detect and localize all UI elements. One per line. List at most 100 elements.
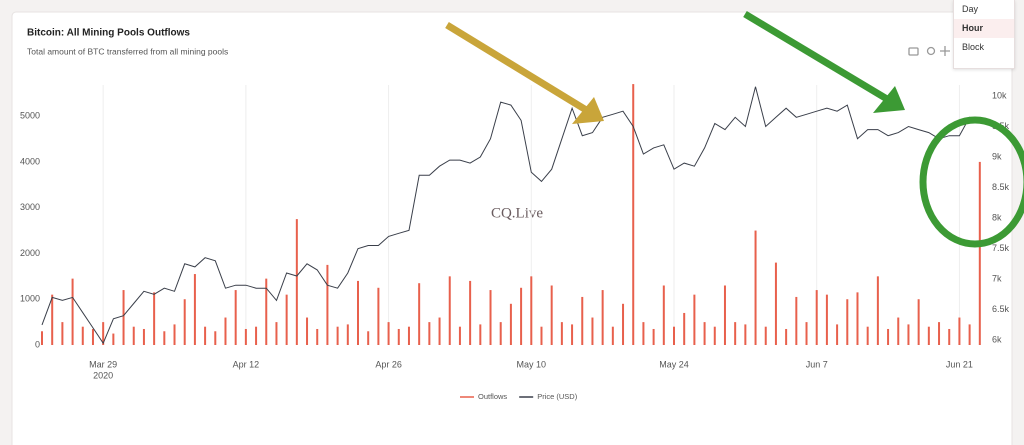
outflow-bar (275, 322, 278, 345)
camera-icon[interactable] (908, 47, 919, 56)
outflow-bar (214, 331, 217, 345)
toolbar[interactable] (908, 46, 950, 56)
menu-option[interactable]: Hour (954, 19, 1014, 38)
outflow-bar (244, 328, 247, 345)
outflow-bar (153, 292, 156, 345)
x-year-label: 2020 (93, 370, 113, 380)
outflow-bar (112, 333, 115, 345)
outflow-bar (265, 278, 268, 345)
gold-arrow (445, 22, 598, 119)
outflow-bar (530, 276, 533, 345)
chart-subtitle: Total amount of BTC transferred from all… (27, 46, 228, 56)
outflow-bar (815, 290, 818, 345)
outflow-bar (397, 328, 400, 345)
y-tick-label: 0 (35, 339, 40, 349)
outflow-bar (448, 276, 451, 345)
outflow-bar (846, 299, 849, 345)
outflow-bar (183, 299, 186, 345)
outflow-bar (326, 264, 329, 345)
y2-tick-label: 6k (992, 334, 1002, 344)
outflow-bar (550, 285, 553, 345)
outflow-bar (428, 322, 431, 345)
outflow-bar (836, 324, 839, 345)
outflow-bar (601, 290, 604, 345)
outflow-bar (122, 290, 125, 345)
pan-icon[interactable] (940, 46, 950, 56)
zoom-icon[interactable] (926, 46, 936, 56)
outflow-bar (978, 161, 981, 345)
x-tick-label: Jun 7 (806, 359, 828, 369)
outflow-bar (744, 324, 747, 345)
outflow-bar (499, 322, 502, 345)
outflow-bar (479, 324, 482, 345)
outflow-bar (693, 294, 696, 345)
y-tick-label: 5000 (20, 111, 40, 121)
outflow-bar (91, 328, 94, 345)
outflow-bar (61, 322, 64, 345)
outflow-bar (938, 322, 941, 345)
outflow-bar (377, 287, 380, 345)
outflow-bar (958, 317, 961, 345)
outflow-bar (611, 326, 614, 345)
outflow-bar (41, 331, 43, 345)
outflow-bar (785, 328, 788, 345)
outflow-bar (917, 299, 920, 345)
outflow-bar (927, 326, 930, 345)
range-menu[interactable]: Day Hour Block (953, 0, 1015, 69)
y2-tick-label: 8k (992, 212, 1002, 222)
menu-option[interactable]: Block (962, 42, 985, 52)
outflow-bar (540, 326, 543, 345)
outflow-bar (367, 331, 370, 345)
legend-label: Price (USD) (537, 392, 578, 401)
outflow-bar (825, 294, 828, 345)
green-arrow (743, 10, 899, 109)
outflow-bar (224, 317, 227, 345)
outflow-bar (723, 285, 726, 345)
outflow-bar (703, 322, 706, 345)
outflow-bar (469, 280, 472, 345)
outflow-bar (571, 324, 574, 345)
outflow-bar (520, 287, 523, 345)
outflow-bar (438, 317, 441, 345)
outflow-bar (866, 326, 869, 345)
outflow-bar (295, 219, 298, 345)
annotations (445, 10, 1024, 248)
outflow-bar (255, 326, 258, 345)
outflow-bar (754, 230, 757, 345)
outflow-bar (591, 317, 594, 345)
outflow-bar (713, 326, 716, 345)
x-tick-label: May 10 (517, 359, 547, 369)
watermark: CQ.Live (491, 205, 543, 221)
y2-tick-label: 8.5k (992, 182, 1010, 192)
outflow-bar (387, 322, 390, 345)
outflow-bar (683, 312, 686, 345)
outflow-bar (102, 322, 105, 345)
outflow-bar (509, 303, 512, 345)
outflow-bar (285, 294, 288, 345)
outflow-bar (968, 324, 971, 345)
outflow-bar (458, 326, 461, 345)
outflow-bar (907, 324, 910, 345)
y2-tick-label: 10k (992, 90, 1007, 100)
x-tick-label: Jun 21 (946, 359, 973, 369)
outflow-bar (306, 317, 309, 345)
outflow-bar (316, 328, 319, 345)
y-tick-label: 3000 (20, 202, 40, 212)
y2-tick-label: 9k (992, 151, 1002, 161)
outflow-bar (622, 303, 625, 345)
outflow-bar (856, 292, 859, 345)
y-tick-label: 1000 (20, 294, 40, 304)
card (11, 11, 1013, 445)
outflow-bar (81, 326, 84, 345)
outflow-bar (734, 322, 737, 345)
green-arrow-head (873, 86, 905, 113)
x-tick-label: Apr 12 (233, 359, 260, 369)
outflow-bar (948, 328, 951, 345)
outflow-bar (642, 322, 645, 345)
outflow-bar (662, 285, 665, 345)
menu-option[interactable]: Day (962, 4, 979, 14)
outflow-bar (795, 296, 798, 345)
x-tick-label: Apr 26 (375, 359, 402, 369)
y2-tick-label: 7k (992, 273, 1002, 283)
